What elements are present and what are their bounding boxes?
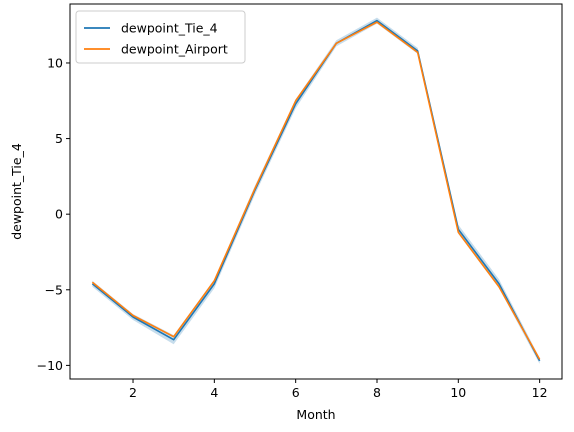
x-axis-ticks: 2 4 6 8 10 12	[129, 379, 548, 400]
series-lines	[91, 19, 541, 362]
y-axis-ticks: −10 −5 0 5 10	[37, 55, 70, 373]
plot-frame	[69, 3, 563, 380]
legend-label-dewpoint-tie-4: dewpoint_Tie_4	[121, 21, 218, 36]
y-tick-label: 5	[55, 131, 63, 146]
series-line-dewpoint-airport	[91, 21, 541, 360]
y-tick-label: −5	[45, 282, 63, 297]
band-dewpoint-tie-4	[92, 17, 540, 364]
legend: dewpoint_Tie_4 dewpoint_Airport	[75, 10, 246, 64]
x-tick-label: 8	[373, 385, 381, 400]
x-tick-label: 4	[210, 385, 218, 400]
y-axis-label: dewpoint_Tie_4	[9, 143, 24, 240]
y-tick-label: −10	[37, 358, 63, 373]
confidence-bands	[92, 17, 540, 364]
x-tick-label: 2	[129, 385, 137, 400]
x-axis-label: Month	[296, 407, 335, 422]
y-tick-label: 10	[47, 55, 63, 70]
series-line-dewpoint-tie-4	[91, 19, 541, 362]
x-tick-label: 10	[450, 385, 466, 400]
x-tick-label: 6	[292, 385, 300, 400]
y-tick-label: 0	[55, 207, 63, 222]
x-tick-label: 12	[532, 385, 548, 400]
legend-frame	[75, 10, 246, 64]
legend-label-dewpoint-airport: dewpoint_Airport	[121, 42, 228, 57]
